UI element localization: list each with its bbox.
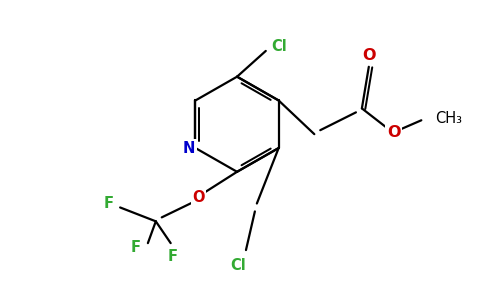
Text: F: F <box>167 249 178 264</box>
Text: N: N <box>183 140 196 155</box>
Text: F: F <box>131 240 141 255</box>
Text: F: F <box>103 196 113 211</box>
Text: Cl: Cl <box>230 258 246 273</box>
Text: O: O <box>362 48 376 63</box>
Text: CH₃: CH₃ <box>435 111 462 126</box>
Text: O: O <box>387 125 400 140</box>
Text: Cl: Cl <box>272 40 287 55</box>
Text: O: O <box>192 190 205 205</box>
